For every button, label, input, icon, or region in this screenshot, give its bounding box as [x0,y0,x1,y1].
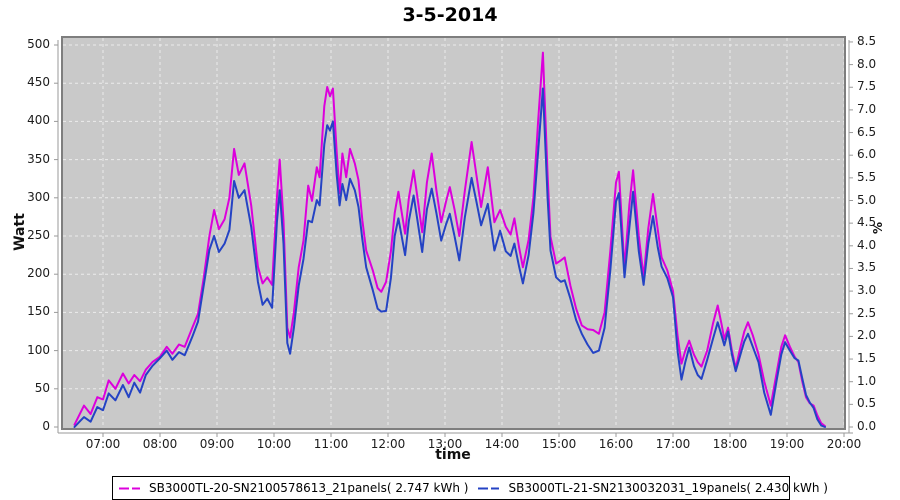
chart-title: 3-5-2014 [402,4,498,26]
x-tick-label: 14:00 [484,437,520,451]
x-tick-label: 15:00 [541,437,577,451]
x-tick-label: 07:00 [85,437,121,451]
y-right-tick-label: 2.5 [857,305,877,320]
x-tick-label: 13:00 [427,437,463,451]
left-axis-title: Watt [12,213,28,251]
y-right-tick-label: 5.0 [857,192,877,207]
y-left-tick-label: 300 [27,189,50,204]
y-left-tick-label: 400 [27,113,50,128]
y-right-tick-label: 3.0 [857,283,877,298]
right-axis-title: % [871,221,885,235]
y-left-tick-label: 100 [27,342,50,357]
y-right-tick-label: 4.5 [857,215,877,230]
y-left-tick-label: 200 [27,266,50,281]
legend-entry-series2: SB3000TL-21-SN2130032031_19panels( 2.430… [478,481,828,495]
y-right-tick-label: 6.5 [857,124,877,139]
x-tick-label: 19:00 [769,437,805,451]
legend-label-series1: SB3000TL-20-SN2100578613_21panels( 2.747… [149,481,469,495]
y-left-tick-label: 50 [34,380,50,395]
y-right-tick-label: 7.5 [857,79,877,94]
y-right-tick-label: 1.0 [857,373,877,388]
y-right-tick-label: 8.0 [857,56,877,71]
x-tick-label: 17:00 [655,437,691,451]
x-tick-label: 20:00 [826,437,862,451]
y-right-tick-label: 4.0 [857,237,877,252]
y-left-tick-label: 350 [27,151,50,166]
series1-line-swatch [119,487,145,489]
y-right-tick-label: 6.0 [857,147,877,162]
x-tick-label: 16:00 [598,437,634,451]
y-right-tick-label: 7.0 [857,101,877,116]
x-tick-label: 09:00 [199,437,235,451]
y-right-tick-label: 1.5 [857,351,877,366]
series2-line-swatch [478,487,505,489]
y-left-tick-label: 500 [27,37,50,51]
y-right-tick-label: 5.5 [857,169,877,184]
y-right-tick-label: 0.0 [857,419,877,433]
y-right-tick-label: 0.5 [857,396,877,411]
x-tick-label: 11:00 [313,437,349,451]
x-axis-title: time [435,447,471,463]
y-right-tick-label: 8.5 [857,33,877,48]
x-tick-label: 08:00 [142,437,178,451]
x-tick-label: 18:00 [712,437,748,451]
y-right-tick-label: 2.0 [857,328,877,343]
y-left-tick-label: 0 [42,419,50,433]
legend-label-series2: SB3000TL-21-SN2130032031_19panels( 2.430… [508,481,828,495]
y-left-tick-label: 250 [27,228,50,242]
y-left-tick-label: 150 [27,304,50,319]
x-tick-label: 10:00 [256,437,292,451]
legend: SB3000TL-20-SN2100578613_21panels( 2.747… [112,476,828,500]
y-right-tick-label: 3.5 [857,260,877,275]
legend-entry-series1: SB3000TL-20-SN2100578613_21panels( 2.747… [119,481,468,495]
x-tick-label: 12:00 [370,437,406,451]
y-left-tick-label: 450 [27,75,50,90]
